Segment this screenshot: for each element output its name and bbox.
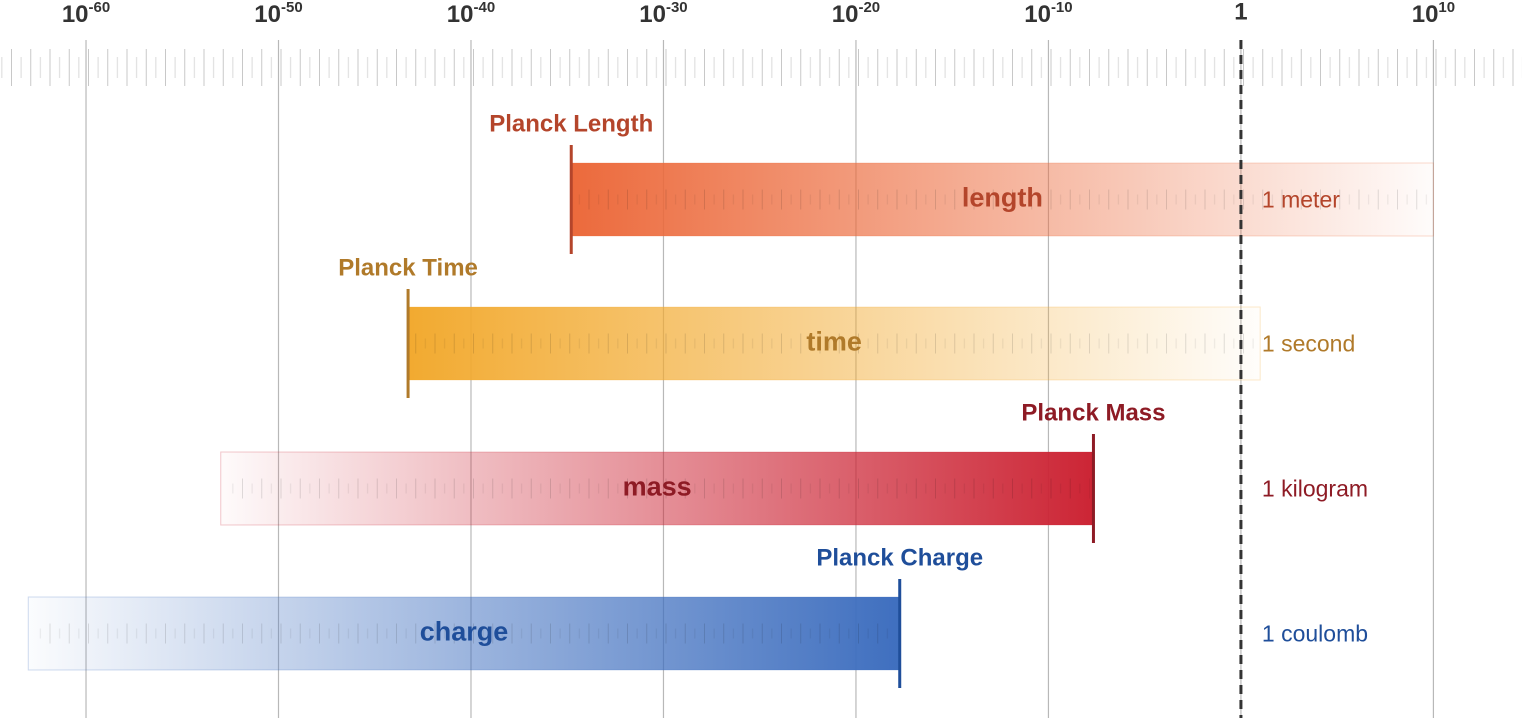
x-tick-base: 10 bbox=[1412, 1, 1439, 28]
x-tick-label: 10-40 bbox=[447, 0, 495, 28]
bar-ruler bbox=[575, 187, 1430, 212]
bar-ruler bbox=[224, 476, 1090, 501]
marker-label: Planck Mass bbox=[1021, 399, 1165, 426]
x-tick-base: 10 bbox=[254, 1, 281, 28]
unit-label: 1 coulomb bbox=[1262, 621, 1368, 647]
x-tick-exponent: 10 bbox=[1438, 0, 1455, 16]
bar-name: length bbox=[962, 183, 1043, 213]
x-tick-label: 10-50 bbox=[254, 0, 302, 28]
x-tick-label: 10-10 bbox=[1024, 0, 1072, 28]
marker-label: Planck Length bbox=[489, 110, 653, 137]
x-tick-base: 10 bbox=[832, 1, 859, 28]
x-tick-exponent: -20 bbox=[858, 0, 880, 16]
x-tick-exponent: -10 bbox=[1051, 0, 1073, 16]
x-tick-exponent: -30 bbox=[666, 0, 688, 16]
x-tick-exponent: -50 bbox=[281, 0, 303, 16]
x-tick-label: 10-30 bbox=[639, 0, 687, 28]
marker-label: Planck Time bbox=[338, 254, 478, 281]
unit-label: 1 meter bbox=[1262, 187, 1340, 213]
x-tick-label: 1 bbox=[1234, 0, 1247, 25]
bar-name: charge bbox=[420, 617, 509, 647]
unit-label: 1 kilogram bbox=[1262, 476, 1368, 502]
bar-ruler bbox=[412, 331, 1257, 356]
ruler bbox=[0, 45, 1522, 90]
x-tick-exponent: -40 bbox=[473, 0, 495, 16]
marker-label: Planck Charge bbox=[816, 544, 983, 571]
x-tick-base: 10 bbox=[447, 1, 474, 28]
bar-name: time bbox=[806, 327, 862, 357]
x-tick-base: 10 bbox=[639, 1, 666, 28]
x-tick-exponent: -60 bbox=[89, 0, 111, 16]
bar-ruler bbox=[32, 621, 896, 646]
x-tick-base: 10 bbox=[1024, 1, 1051, 28]
x-tick-base: 10 bbox=[62, 1, 89, 28]
x-tick-label: 10-60 bbox=[62, 0, 110, 28]
unit-label: 1 second bbox=[1262, 331, 1355, 357]
x-tick-label: 10-20 bbox=[832, 0, 880, 28]
x-tick-label: 1010 bbox=[1412, 0, 1455, 28]
bar-name: mass bbox=[623, 472, 692, 502]
